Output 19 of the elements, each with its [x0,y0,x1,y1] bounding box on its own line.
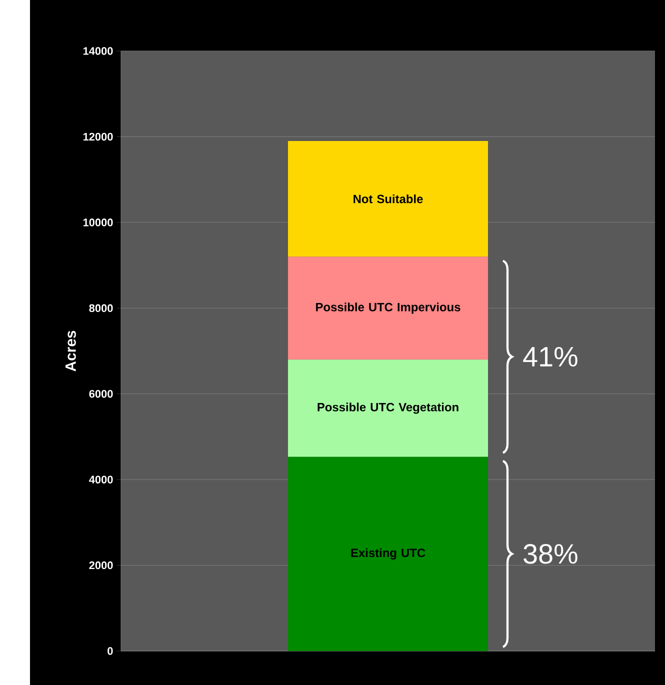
y-tick-label: 10000 [83,218,113,226]
y-tick-label: 12000 [83,132,113,141]
y-tick-label: 6000 [89,390,113,398]
bar [288,256,488,360]
y-axis-title: Acres [65,330,76,372]
bar [288,360,488,457]
series-label: Possible UTC Vegetation [318,402,458,414]
y-tick-label: 4000 [89,476,113,484]
bar [288,456,488,651]
bar [288,140,488,257]
y-tick-label: 14000 [83,47,113,55]
series-label: Possible UTC Impervious [316,302,460,314]
annotation: 41% [523,347,578,367]
series-label: Not Suitable [354,194,423,204]
annotation: 38% [524,544,578,564]
y-tick-label: 2000 [89,561,113,570]
y-tick-label: 8000 [89,304,113,312]
series-label: Existing UTC [351,548,426,560]
y-tick-label: 0 [108,647,113,655]
